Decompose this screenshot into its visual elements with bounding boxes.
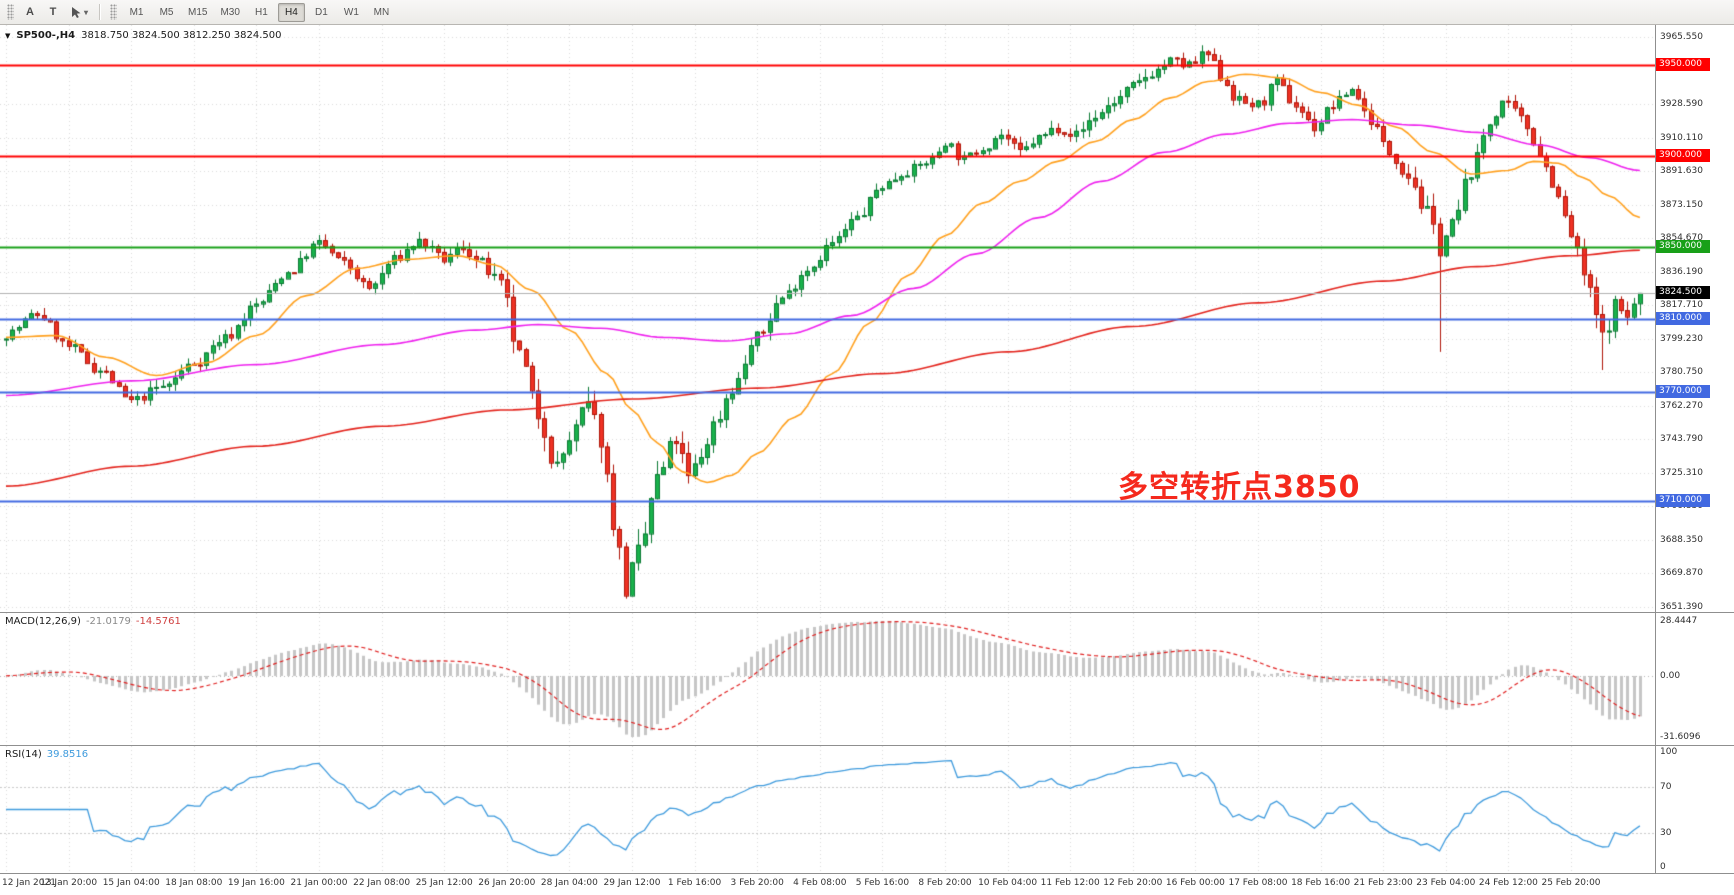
price-tick: 100: [1660, 747, 1678, 757]
timeframe-m30-button[interactable]: M30: [215, 3, 244, 22]
price-tick: 3688.350: [1660, 534, 1703, 545]
annotation-tool-button[interactable]: A: [20, 2, 40, 22]
price-tick: 70: [1660, 781, 1672, 792]
price-level-badge: 3950.000: [1656, 58, 1710, 72]
macd-scale[interactable]: 28.4447 0.00 -31.6096: [1656, 613, 1734, 745]
time-axis-label: 17 Feb 08:00: [1228, 878, 1288, 888]
rsi-panel: RSI(14) 39.8516 100 70 30 0: [0, 746, 1734, 873]
timeframe-h1-button[interactable]: H1: [248, 3, 275, 22]
timeframe-h4-button[interactable]: H4: [277, 2, 305, 22]
time-axis-label: 18 Jan 08:00: [165, 878, 223, 888]
price-tick: 3799.230: [1660, 333, 1703, 344]
time-axis-label: 12 Jan 2021: [2, 878, 56, 888]
timeframe-mn-button[interactable]: MN: [368, 3, 395, 22]
price-tick: 3817.710: [1660, 300, 1703, 311]
price-tick: 3910.110: [1660, 132, 1703, 143]
time-axis-label: 28 Jan 04:00: [540, 878, 598, 888]
price-tick: 3762.270: [1660, 400, 1703, 411]
price-tick: 3928.590: [1660, 99, 1703, 110]
time-axis-label: 4 Feb 08:00: [793, 878, 847, 888]
chevron-down-icon: ▾: [84, 7, 89, 17]
cursor-icon: [72, 6, 81, 18]
time-axis[interactable]: 12 Jan 2021 13 Jan 20:00 15 Jan 04:00 18 Ja…: [0, 874, 1734, 895]
panel-divider[interactable]: [0, 612, 1734, 613]
main-chart-canvas[interactable]: [0, 25, 1655, 612]
time-axis-label: 10 Feb 04:00: [978, 878, 1038, 888]
price-tick: 3669.870: [1660, 568, 1703, 579]
time-axis-label: 15 Jan 04:00: [102, 878, 160, 888]
time-axis-label: 3 Feb 20:00: [730, 878, 784, 888]
time-axis-label: 18 Feb 16:00: [1291, 878, 1351, 888]
time-axis-label: 21 Feb 23:00: [1353, 878, 1413, 888]
chart-annotation-text[interactable]: 多空转折点3850: [1118, 470, 1361, 505]
panel-divider[interactable]: [0, 873, 1734, 874]
time-axis-label: 16 Feb 00:00: [1165, 878, 1225, 888]
toolbar-separator: [99, 4, 101, 20]
drawing-tool-button[interactable]: ▾: [66, 2, 92, 22]
price-level-badge: 3810.000: [1656, 312, 1710, 326]
time-axis-label: 21 Jan 00:00: [290, 878, 348, 888]
time-axis-label: 22 Jan 08:00: [353, 878, 411, 888]
panel-divider[interactable]: [0, 745, 1734, 746]
price-tick: -31.6096: [1660, 732, 1701, 742]
price-tick: 3725.310: [1660, 467, 1703, 478]
price-tick: 3854.670: [1660, 233, 1703, 244]
price-level-badge: 3770.000: [1656, 384, 1710, 398]
price-tick: 3873.150: [1660, 199, 1703, 210]
time-axis-label: 25 Feb 20:00: [1541, 878, 1601, 888]
macd-panel: MACD(12,26,9) -21.0179 -14.5761 28.4447 0…: [0, 613, 1734, 745]
macd-canvas[interactable]: [0, 613, 1655, 745]
time-axis-label: 24 Feb 12:00: [1478, 878, 1538, 888]
rsi-scale[interactable]: 100 70 30 0: [1656, 746, 1734, 873]
time-axis-label: 1 Feb 16:00: [667, 878, 722, 888]
price-tick: 3743.790: [1660, 434, 1703, 445]
time-axis-label: 5 Feb 16:00: [855, 878, 910, 888]
time-axis-label: 11 Feb 12:00: [1040, 878, 1100, 888]
collapse-triangle-icon[interactable]: ▼: [5, 31, 11, 40]
main-chart-panel: ▼ SP500-,H4 3818.750 3824.500 3812.250 3…: [0, 25, 1734, 612]
time-axis-label: 25 Jan 12:00: [415, 878, 473, 888]
price-level-badge: 3850.000: [1656, 239, 1710, 253]
timeframe-m15-button[interactable]: M15: [183, 3, 212, 22]
time-axis-label: 26 Jan 20:00: [478, 878, 536, 888]
price-level-badge: 3900.000: [1656, 148, 1710, 162]
price-tick: 3836.190: [1660, 266, 1703, 277]
time-axis-label: 13 Jan 20:00: [40, 878, 98, 888]
timeframe-m1-button[interactable]: M1: [123, 3, 150, 22]
price-tick: 30: [1660, 827, 1672, 838]
rsi-canvas[interactable]: [0, 746, 1655, 873]
text-tool-button[interactable]: T: [43, 2, 63, 22]
time-axis-label: 12 Feb 20:00: [1103, 878, 1163, 888]
price-tick: 3965.550: [1660, 32, 1703, 42]
timeframe-w1-button[interactable]: W1: [338, 3, 365, 22]
timeframe-toolbar-grip[interactable]: [110, 4, 118, 20]
time-axis-label: 29 Jan 12:00: [603, 878, 661, 888]
toolbar-grip[interactable]: [7, 4, 14, 20]
timeframe-m5-button[interactable]: M5: [153, 3, 180, 22]
toolbar: A T ▾ M1 M5 M15 M30 H1 H4 D1 W1 MN: [0, 0, 1734, 25]
time-axis-label: 23 Feb 04:00: [1416, 878, 1476, 888]
price-level-badge: 3824.500: [1656, 285, 1710, 299]
price-level-badge: 3710.000: [1656, 493, 1710, 507]
timeframe-d1-button[interactable]: D1: [308, 3, 335, 22]
price-tick: 3651.390: [1660, 602, 1703, 612]
time-axis-label: 19 Jan 16:00: [227, 878, 285, 888]
price-scale-separator: [1655, 25, 1656, 874]
price-tick: 3891.630: [1660, 166, 1703, 177]
time-axis-label: 8 Feb 20:00: [918, 878, 972, 888]
main-price-scale[interactable]: 3965.550 3928.590 3910.110 3891.630 3873.150…: [1656, 25, 1734, 612]
price-tick: 0: [1660, 862, 1666, 872]
price-tick: 28.4447: [1660, 616, 1698, 626]
price-tick: 3780.750: [1660, 367, 1703, 378]
price-tick: 0.00: [1660, 670, 1681, 681]
